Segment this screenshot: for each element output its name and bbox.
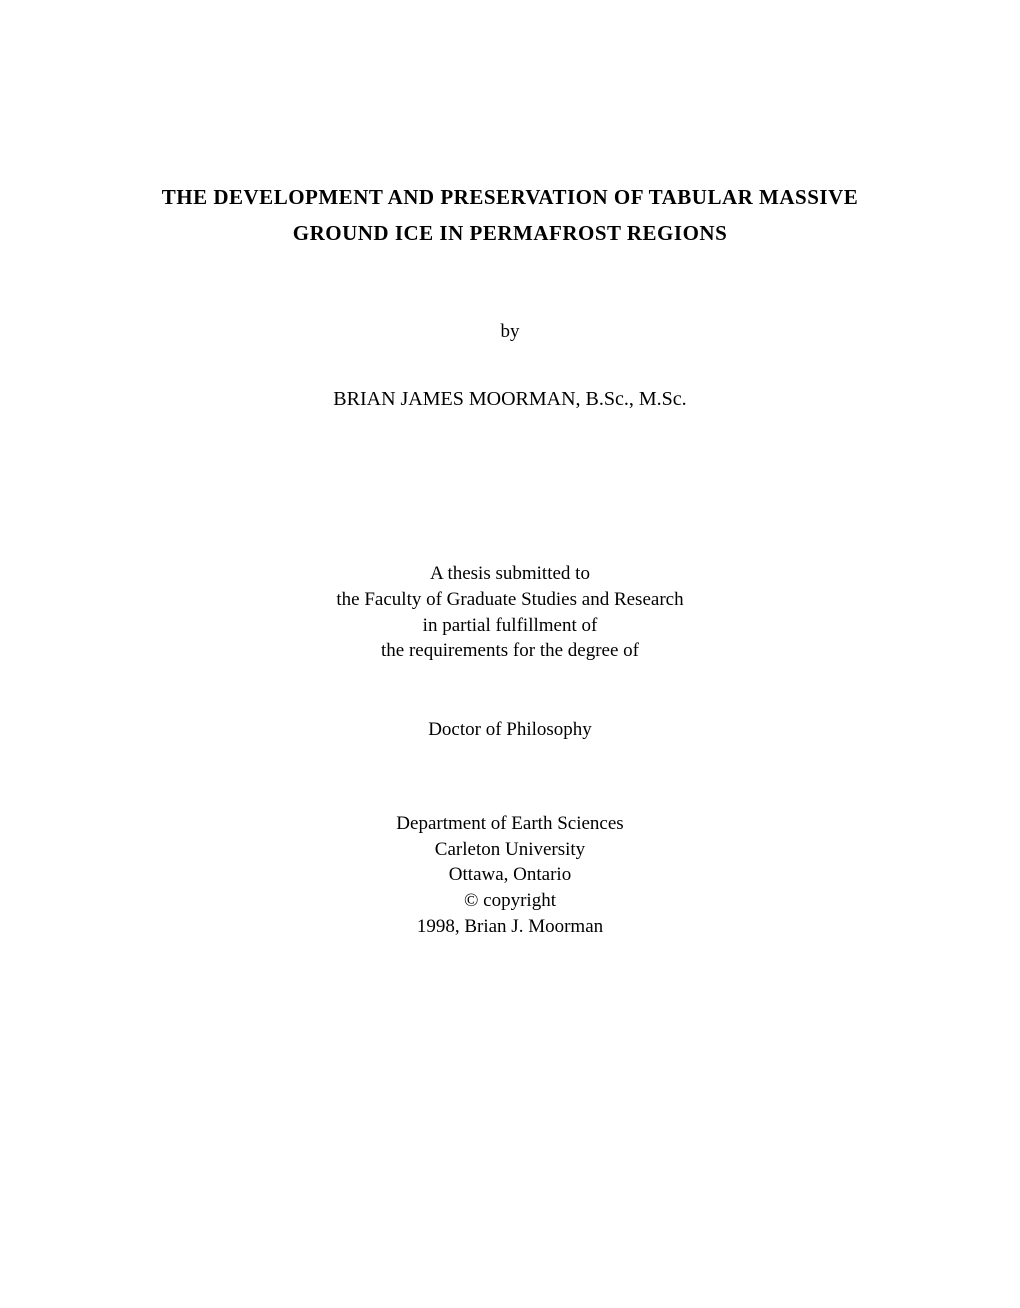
submission-statement: A thesis submitted to the Faculty of Gra… [140,561,880,664]
department-line-4: © copyright [140,888,880,914]
submission-line-4: the requirements for the degree of [140,638,880,664]
department-line-2: Carleton University [140,837,880,863]
department-line-1: Department of Earth Sciences [140,811,880,837]
thesis-title: THE DEVELOPMENT AND PRESERVATION OF TABU… [140,180,880,251]
title-line-2: GROUND ICE IN PERMAFROST REGIONS [140,216,880,252]
submission-line-1: A thesis submitted to [140,561,880,587]
department-info: Department of Earth Sciences Carleton Un… [140,811,880,939]
title-line-1: THE DEVELOPMENT AND PRESERVATION OF TABU… [140,180,880,216]
submission-line-3: in partial fulfillment of [140,613,880,639]
degree-name: Doctor of Philosophy [140,719,880,741]
department-line-3: Ottawa, Ontario [140,862,880,888]
submission-line-2: the Faculty of Graduate Studies and Rese… [140,587,880,613]
by-label: by [140,321,880,343]
author-name: BRIAN JAMES MOORMAN, B.Sc., M.Sc. [140,388,880,411]
department-line-5: 1998, Brian J. Moorman [140,914,880,940]
